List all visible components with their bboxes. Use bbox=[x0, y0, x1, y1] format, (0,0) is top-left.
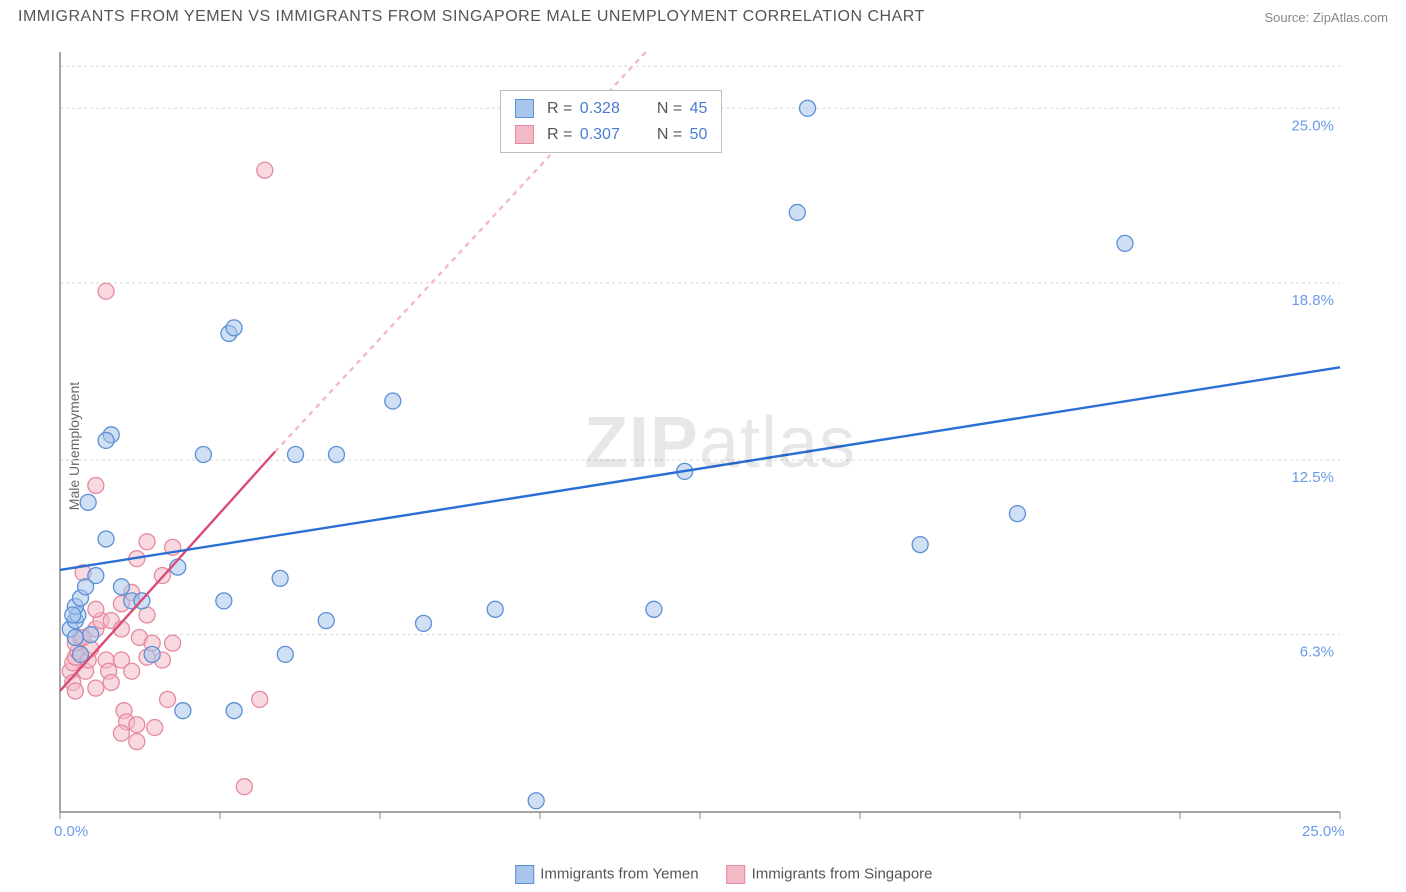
data-point-yemen bbox=[65, 607, 81, 623]
data-point-yemen bbox=[288, 447, 304, 463]
y-tick-label: 18.8% bbox=[1291, 292, 1334, 309]
data-point-yemen bbox=[113, 579, 129, 595]
legend-r-label: R = 0.328 bbox=[544, 96, 620, 122]
source-label: Source: ZipAtlas.com bbox=[1264, 10, 1388, 25]
legend-r-label: R = 0.307 bbox=[544, 122, 620, 148]
legend-n-label: N = 45 bbox=[654, 96, 708, 122]
y-tick-label: 25.0% bbox=[1291, 117, 1334, 134]
data-point-singapore bbox=[113, 725, 129, 741]
legend-series-item: Immigrants from Yemen bbox=[515, 865, 698, 884]
legend-swatch bbox=[515, 865, 534, 884]
data-point-yemen bbox=[277, 646, 293, 662]
data-point-singapore bbox=[124, 663, 140, 679]
legend-series: Immigrants from Yemen Immigrants from Sin… bbox=[515, 865, 932, 884]
data-point-yemen bbox=[272, 570, 288, 586]
data-point-yemen bbox=[528, 793, 544, 809]
data-point-singapore bbox=[160, 691, 176, 707]
data-point-yemen bbox=[226, 703, 242, 719]
data-point-yemen bbox=[88, 568, 104, 584]
data-point-yemen bbox=[216, 593, 232, 609]
x-tick-label: 25.0% bbox=[1302, 823, 1345, 840]
data-point-singapore bbox=[252, 691, 268, 707]
data-point-yemen bbox=[83, 627, 99, 643]
data-point-yemen bbox=[80, 494, 96, 510]
legend-n-label: N = 50 bbox=[654, 122, 708, 148]
data-point-yemen bbox=[98, 531, 114, 547]
scatter-chart: 6.3% 12.5% 18.8% 25.0% 0.0% 25.0% bbox=[50, 42, 1390, 852]
data-point-singapore bbox=[67, 683, 83, 699]
data-point-yemen bbox=[144, 646, 160, 662]
legend-correlation-row: R = 0.328 N = 45 bbox=[515, 96, 707, 122]
chart-header: IMMIGRANTS FROM YEMEN VS IMMIGRANTS FROM… bbox=[0, 0, 1406, 32]
data-point-yemen bbox=[646, 601, 662, 617]
data-point-yemen bbox=[487, 601, 503, 617]
data-point-yemen bbox=[385, 393, 401, 409]
data-point-singapore bbox=[129, 734, 145, 750]
data-point-yemen bbox=[416, 615, 432, 631]
legend-swatch bbox=[515, 125, 534, 144]
legend-swatch bbox=[727, 865, 746, 884]
legend-correlation: R = 0.328 N = 45 R = 0.307 N = 50 bbox=[500, 90, 722, 153]
y-tick-label: 6.3% bbox=[1300, 644, 1334, 661]
data-point-singapore bbox=[88, 601, 104, 617]
legend-series-label: Immigrants from Singapore bbox=[752, 865, 933, 882]
data-point-yemen bbox=[1117, 235, 1133, 251]
x-tick-label: 0.0% bbox=[54, 823, 88, 840]
trendline-yemen bbox=[60, 367, 1340, 570]
data-point-singapore bbox=[236, 779, 252, 795]
y-tick-label: 12.5% bbox=[1291, 469, 1334, 486]
legend-series-label: Immigrants from Yemen bbox=[540, 865, 698, 882]
data-point-singapore bbox=[98, 283, 114, 299]
data-point-yemen bbox=[67, 629, 83, 645]
data-point-yemen bbox=[328, 447, 344, 463]
data-point-yemen bbox=[98, 432, 114, 448]
legend-series-item: Immigrants from Singapore bbox=[727, 865, 933, 884]
chart-container: 6.3%12.5%18.8%25.0%0.0%25.0% ZIPatlas R … bbox=[50, 42, 1390, 852]
data-point-yemen bbox=[195, 447, 211, 463]
data-point-yemen bbox=[226, 320, 242, 336]
chart-title: IMMIGRANTS FROM YEMEN VS IMMIGRANTS FROM… bbox=[18, 8, 925, 26]
data-point-singapore bbox=[129, 717, 145, 733]
data-point-yemen bbox=[1009, 506, 1025, 522]
data-point-singapore bbox=[139, 534, 155, 550]
data-point-yemen bbox=[318, 613, 334, 629]
legend-swatch bbox=[515, 99, 534, 118]
data-point-yemen bbox=[789, 204, 805, 220]
data-point-singapore bbox=[88, 477, 104, 493]
data-point-singapore bbox=[257, 162, 273, 178]
legend-correlation-row: R = 0.307 N = 50 bbox=[515, 122, 707, 148]
data-point-yemen bbox=[175, 703, 191, 719]
data-point-yemen bbox=[800, 100, 816, 116]
data-point-singapore bbox=[88, 680, 104, 696]
data-point-singapore bbox=[147, 720, 163, 736]
data-point-yemen bbox=[912, 537, 928, 553]
data-point-singapore bbox=[165, 635, 181, 651]
data-point-yemen bbox=[72, 646, 88, 662]
data-point-singapore bbox=[103, 675, 119, 691]
